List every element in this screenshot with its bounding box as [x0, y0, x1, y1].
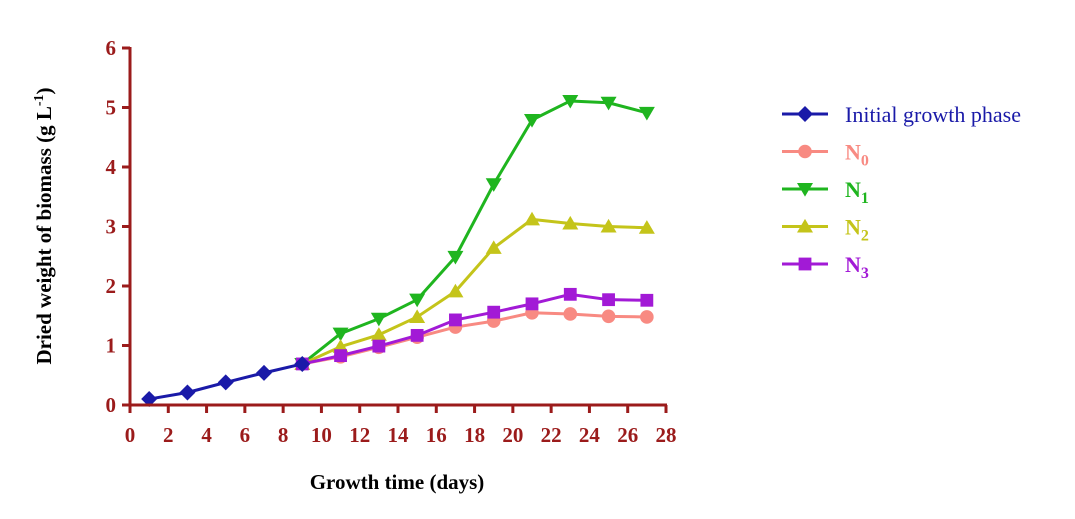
x-tick-label: 10	[311, 423, 332, 447]
data-point-initial-growth-phase	[217, 374, 234, 391]
x-tick-label: 14	[388, 423, 410, 447]
legend-label-subscript: 1	[861, 190, 869, 207]
series-initial-growth-phase	[141, 355, 311, 408]
y-tick-label: 6	[106, 36, 117, 60]
legend-marker-initial-growth-phase	[797, 106, 813, 122]
x-tick-label: 4	[201, 423, 212, 447]
x-tick-label: 8	[278, 423, 289, 447]
y-tick-label: 0	[106, 393, 117, 417]
y-tick-label: 5	[106, 96, 117, 120]
data-point-initial-growth-phase	[141, 391, 158, 408]
legend-label-n0: N0	[845, 140, 869, 170]
series-line-n0	[302, 311, 647, 366]
x-tick-label: 2	[163, 423, 174, 447]
y-tick-label: 1	[106, 334, 117, 358]
legend-item-n3: N3	[782, 252, 869, 282]
x-tick-label: 16	[426, 423, 447, 447]
series-n2	[294, 211, 655, 370]
data-point-n3	[525, 297, 539, 311]
data-point-n2	[562, 215, 579, 230]
x-tick-label: 20	[502, 423, 523, 447]
legend-item-n1: N1	[782, 177, 869, 207]
data-point-initial-growth-phase	[179, 384, 196, 401]
legend-label-n1: N1	[845, 177, 869, 207]
legend-label-n3: N3	[845, 252, 869, 282]
data-point-n2	[447, 283, 464, 298]
data-point-n1	[485, 178, 502, 192]
x-tick-label: 24	[579, 423, 601, 447]
legend-item-n0: N0	[782, 140, 869, 170]
x-axis-ticks: 0 2 4 6 8 10 12 14 16 18 20 22 24 26 28	[125, 405, 677, 447]
y-axis-title-main: Dried weight of biomass (g L	[32, 106, 56, 364]
legend-marker-n2	[797, 218, 813, 233]
data-point-n1	[524, 113, 540, 128]
data-point-n3	[410, 328, 424, 342]
x-tick-label: 28	[656, 423, 677, 447]
data-point-n0	[563, 307, 578, 321]
x-tick-label: 6	[240, 423, 251, 447]
series-line-n3	[301, 292, 647, 366]
x-tick-label: 22	[541, 423, 562, 447]
legend-label-subscript: 0	[861, 153, 869, 170]
data-point-n3	[334, 349, 347, 363]
x-tick-label: 18	[464, 423, 485, 447]
data-point-n3	[563, 287, 577, 301]
y-axis-title-end: )	[32, 87, 56, 94]
data-point-n3	[487, 305, 501, 319]
legend-item-initial-growth-phase: Initial growth phase	[782, 102, 1021, 127]
y-tick-label: 4	[106, 155, 117, 179]
data-point-n0	[640, 310, 654, 324]
data-point-n2	[485, 240, 502, 254]
series-n3	[295, 287, 654, 371]
series-n1	[294, 94, 655, 372]
data-point-n1	[562, 94, 579, 109]
data-point-n1	[600, 96, 617, 111]
data-point-n2	[370, 327, 387, 341]
legend-label-subscript: 2	[861, 228, 869, 245]
legend-label-n2: N2	[845, 215, 869, 245]
series-line-n2	[301, 217, 647, 366]
data-point-n1	[370, 312, 387, 327]
legend-marker-n0	[798, 144, 812, 159]
data-point-n3	[372, 339, 386, 353]
data-point-n2	[409, 309, 426, 323]
data-point-n1	[638, 106, 655, 121]
data-point-n3	[602, 293, 615, 307]
data-point-n3	[449, 313, 462, 327]
data-point-n2	[524, 211, 540, 226]
series-layer	[141, 94, 655, 408]
legend-item-n2: N2	[782, 215, 869, 245]
x-tick-label: 12	[349, 423, 370, 447]
y-axis-ticks: 0 1 2 3 4 5 6	[106, 36, 130, 417]
data-point-n2	[638, 220, 655, 234]
legend-label-text: N	[845, 252, 861, 277]
x-tick-label: 0	[125, 423, 136, 447]
legend-label-text: N	[845, 140, 861, 165]
y-tick-label: 2	[106, 274, 117, 298]
y-axis-title: Dried weight of biomass (g L-1)	[32, 87, 56, 364]
legend-label-text: Initial growth phase	[845, 102, 1021, 127]
data-point-n2	[600, 218, 617, 233]
data-point-n1	[409, 293, 426, 308]
x-axis-title: Growth time (days)	[310, 470, 485, 494]
legend-label-text: N	[845, 177, 861, 202]
legend-label-subscript: 3	[861, 265, 869, 282]
data-point-n1	[447, 250, 464, 265]
data-point-n0	[601, 309, 616, 324]
x-tick-label: 26	[617, 423, 638, 447]
legend-label-text: N	[845, 215, 861, 240]
legend-label-initial-growth-phase: Initial growth phase	[845, 102, 1021, 127]
data-point-initial-growth-phase	[256, 364, 272, 381]
series-line-n1	[301, 99, 648, 366]
y-axis-title-superscript: -1	[32, 94, 47, 106]
data-point-initial-growth-phase	[294, 355, 311, 372]
data-point-n1	[332, 327, 349, 342]
legend-marker-n3	[798, 257, 812, 271]
y-tick-label: 3	[106, 215, 117, 239]
legend-marker-n1	[797, 183, 813, 197]
data-point-n3	[640, 293, 654, 307]
